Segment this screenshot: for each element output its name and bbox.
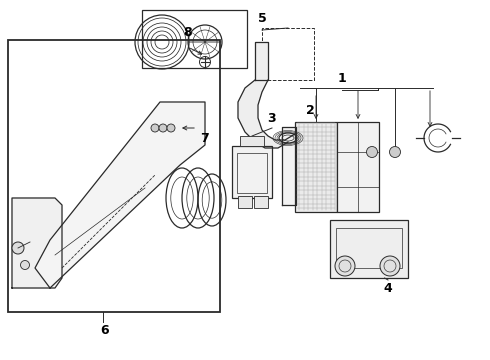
Polygon shape <box>12 198 62 288</box>
Text: 3: 3 <box>268 112 276 125</box>
Polygon shape <box>238 80 295 148</box>
Circle shape <box>151 124 159 132</box>
Bar <box>254 196 268 208</box>
Circle shape <box>167 124 175 132</box>
Circle shape <box>159 124 167 132</box>
Bar <box>238 196 252 208</box>
Bar <box>295 122 337 212</box>
Bar <box>142 10 247 68</box>
Bar <box>337 122 379 212</box>
Polygon shape <box>255 42 268 80</box>
Bar <box>237 153 267 193</box>
Bar <box>232 146 272 198</box>
Text: 5: 5 <box>258 12 267 24</box>
Circle shape <box>390 147 400 158</box>
Circle shape <box>380 256 400 276</box>
Text: 4: 4 <box>384 282 392 294</box>
Polygon shape <box>282 127 296 205</box>
Bar <box>240 136 264 146</box>
Text: 2: 2 <box>306 104 315 117</box>
Circle shape <box>21 261 29 270</box>
Polygon shape <box>35 102 205 288</box>
Bar <box>8 40 220 312</box>
Text: 6: 6 <box>100 324 109 337</box>
Circle shape <box>367 147 377 158</box>
Circle shape <box>335 256 355 276</box>
Text: 7: 7 <box>200 131 209 144</box>
Bar <box>336 228 402 268</box>
Bar <box>262 28 314 80</box>
Circle shape <box>12 242 24 254</box>
Text: 8: 8 <box>184 26 192 39</box>
Bar <box>330 220 408 278</box>
Text: 1: 1 <box>338 72 346 85</box>
